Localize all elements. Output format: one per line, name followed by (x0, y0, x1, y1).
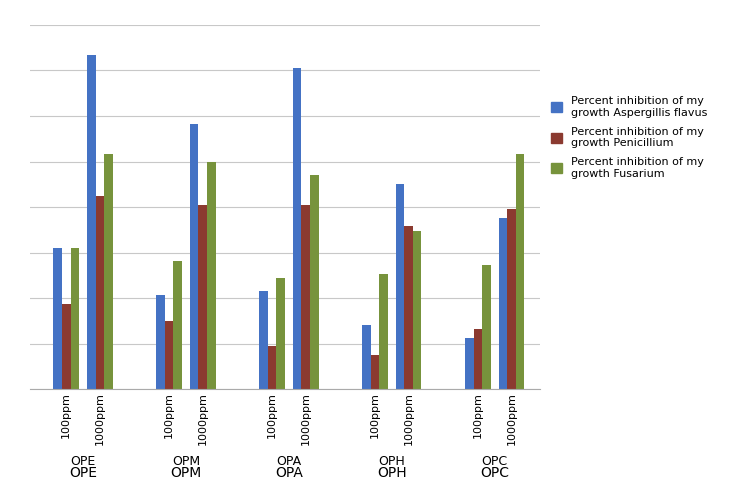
Bar (507, 209, 516, 389)
Bar (302, 205, 310, 389)
Bar (310, 175, 319, 389)
Bar (474, 329, 482, 389)
Bar (260, 290, 268, 389)
Bar (292, 68, 302, 389)
Bar (413, 231, 422, 389)
Bar (370, 355, 380, 389)
Bar (95, 197, 104, 389)
Bar (207, 162, 215, 389)
Bar (156, 295, 165, 389)
Bar (190, 124, 199, 389)
Bar (87, 55, 95, 389)
Bar (268, 346, 277, 389)
Bar (465, 338, 474, 389)
Bar (53, 248, 62, 389)
Bar (516, 154, 524, 389)
Bar (104, 154, 112, 389)
Bar (380, 273, 388, 389)
Text: OPM: OPM (172, 455, 200, 468)
Bar (404, 227, 413, 389)
Bar (165, 321, 173, 389)
Text: OPH: OPH (379, 455, 405, 468)
Text: OPE: OPE (70, 455, 96, 468)
Text: OPC: OPC (482, 455, 508, 468)
Bar (396, 184, 404, 389)
Bar (173, 260, 182, 389)
Bar (277, 278, 285, 389)
Legend: Percent inhibition of my
growth Aspergillis flavus, Percent inhibition of my
gro: Percent inhibition of my growth Aspergil… (550, 96, 707, 179)
Bar (499, 218, 507, 389)
Text: OPA: OPA (276, 455, 302, 468)
Bar (70, 248, 80, 389)
Bar (482, 265, 490, 389)
Bar (62, 303, 70, 389)
Bar (199, 205, 207, 389)
Bar (362, 325, 370, 389)
